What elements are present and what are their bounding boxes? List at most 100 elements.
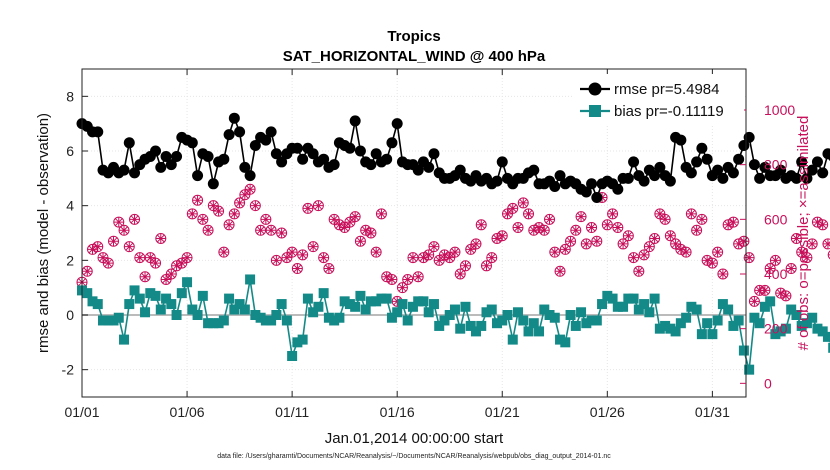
- bias-point: [350, 301, 361, 312]
- bias-point: [492, 318, 502, 329]
- obs-assimilated-marker: [544, 214, 555, 225]
- obs-point: [249, 200, 261, 212]
- obs-assimilated-marker: [297, 249, 308, 260]
- obs-point: [423, 249, 435, 261]
- chart-subtitle: SAT_HORIZONTAL_WIND @ 400 hPa: [283, 48, 546, 65]
- obs-point: [307, 241, 319, 253]
- obs-point: [643, 241, 655, 253]
- rmse-point: [244, 170, 256, 182]
- bias-point: [707, 329, 718, 340]
- bias-point: [82, 288, 93, 299]
- rmse-point: [817, 167, 829, 179]
- rmse-point: [270, 148, 282, 160]
- bias-point: [754, 318, 765, 329]
- rmse-point: [496, 156, 508, 168]
- bias-point: [717, 299, 728, 310]
- bias-point: [801, 318, 812, 329]
- obs-assimilated-marker: [182, 252, 193, 263]
- obs-point: [780, 290, 792, 302]
- obs-assimilated-marker: [266, 225, 277, 236]
- bias-point: [281, 315, 292, 326]
- bias-point: [470, 326, 481, 337]
- bias-point: [486, 304, 497, 315]
- obs-point: [727, 216, 739, 228]
- rmse-point: [412, 164, 424, 176]
- bias-point: [376, 293, 387, 304]
- obs-point: [607, 208, 619, 220]
- bias-point: [260, 315, 271, 326]
- bias-point: [318, 288, 329, 299]
- obs-assimilated-marker: [591, 236, 602, 247]
- obs-assimilated-marker: [707, 258, 718, 269]
- obs-assimilated-marker: [738, 236, 749, 247]
- obs-assimilated-marker: [444, 252, 455, 263]
- bias-point: [523, 326, 534, 337]
- obs-assimilated-marker: [355, 236, 366, 247]
- obs-assimilated-marker: [407, 252, 418, 263]
- bias-point: [570, 320, 581, 331]
- bias-point: [266, 315, 277, 326]
- obs-assimilated-marker: [129, 214, 140, 225]
- obs-point: [202, 224, 214, 236]
- bias-point: [386, 312, 397, 323]
- bias-point: [654, 323, 665, 334]
- rmse-point: [649, 170, 661, 182]
- bias-point: [187, 304, 198, 315]
- bias-point: [224, 293, 235, 304]
- obs-point: [496, 230, 508, 242]
- obs-point: [291, 263, 303, 275]
- obs-point: [691, 224, 703, 236]
- y-right-tick-label: 200: [764, 321, 788, 337]
- plot-frame: [81, 68, 747, 398]
- bias-point: [208, 318, 219, 329]
- bias-point: [607, 293, 618, 304]
- y-right-tick-label: 400: [764, 266, 788, 282]
- bias-point: [271, 310, 282, 320]
- obs-point: [759, 284, 771, 296]
- obs-assimilated-marker: [670, 238, 681, 249]
- obs-assimilated-marker: [192, 195, 203, 206]
- bias-point: [355, 290, 366, 301]
- rmse-point: [428, 148, 440, 160]
- rmse-point: [685, 167, 697, 179]
- rmse-point: [580, 186, 592, 198]
- obs-point: [706, 257, 718, 269]
- obs-point: [475, 219, 487, 231]
- obs-assimilated-marker: [171, 260, 182, 271]
- bias-point: [738, 345, 749, 356]
- obs-assimilated-marker: [187, 208, 198, 219]
- x-tick-label: 01/21: [485, 404, 520, 420]
- obs-assimilated-marker: [82, 266, 93, 277]
- rmse-point: [775, 164, 787, 176]
- bias-point: [476, 320, 487, 331]
- obs-assimilated-marker: [759, 285, 770, 296]
- bias-point: [518, 315, 529, 326]
- obs-point: [512, 222, 524, 234]
- obs-assimilated-marker: [681, 247, 692, 258]
- bias-point: [765, 296, 776, 307]
- obs-point: [134, 252, 146, 264]
- obs-point: [601, 219, 613, 231]
- obs-assimilated-marker: [255, 225, 266, 236]
- rmse-point: [228, 112, 240, 124]
- obs-point: [218, 246, 230, 258]
- legend-rmse-label: rmse pr=5.4984: [614, 81, 719, 98]
- obs-assimilated-marker: [807, 238, 818, 249]
- obs-assimilated-marker: [313, 200, 324, 211]
- obs-assimilated-marker: [323, 263, 334, 274]
- bias-point: [549, 312, 560, 323]
- obs-assimilated-marker: [402, 274, 413, 285]
- bias-point: [696, 329, 707, 340]
- obs-assimilated-marker: [113, 217, 124, 228]
- y-right-tick-label: 0: [764, 375, 772, 391]
- bias-point: [822, 331, 830, 342]
- obs-point: [354, 235, 366, 247]
- rmse-point: [675, 134, 687, 146]
- obs-point: [559, 243, 571, 255]
- bias-point: [507, 334, 518, 345]
- obs-point: [517, 197, 529, 209]
- obs-point: [743, 252, 755, 264]
- obs-assimilated-marker: [791, 233, 802, 244]
- bias-point: [329, 315, 340, 326]
- obs-assimilated-marker: [140, 271, 151, 282]
